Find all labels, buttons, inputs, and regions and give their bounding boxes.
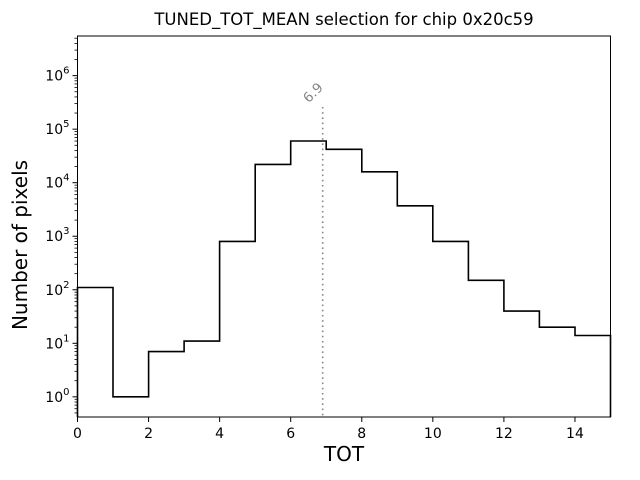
- y-tick-label: 101: [45, 333, 69, 352]
- axis-frame: [77, 35, 611, 418]
- y-tick-label: 102: [45, 280, 69, 299]
- x-tick-label: 12: [495, 426, 513, 442]
- y-tick-label: 106: [45, 66, 69, 85]
- histogram-line: [76, 140, 612, 417]
- y-tick-label: 105: [45, 119, 69, 138]
- y-tick-label: 103: [45, 226, 69, 245]
- x-axis-label: TOT: [323, 442, 365, 466]
- x-tick-label: 6: [286, 426, 295, 442]
- chart-title: TUNED_TOT_MEAN selection for chip 0x20c5…: [154, 10, 534, 29]
- x-tick-label: 10: [424, 426, 442, 442]
- x-tick-label: 0: [73, 426, 82, 442]
- y-tick-label: 100: [45, 387, 69, 406]
- y-axis-label: Number of pixels: [8, 159, 32, 331]
- y-tick-label: 104: [45, 173, 69, 192]
- x-tick-label: 8: [357, 426, 366, 442]
- x-tick-label: 14: [566, 426, 584, 442]
- x-tick-label: 2: [144, 426, 153, 442]
- x-tick-label: 4: [215, 426, 224, 442]
- threshold-label: 6.9: [300, 80, 327, 107]
